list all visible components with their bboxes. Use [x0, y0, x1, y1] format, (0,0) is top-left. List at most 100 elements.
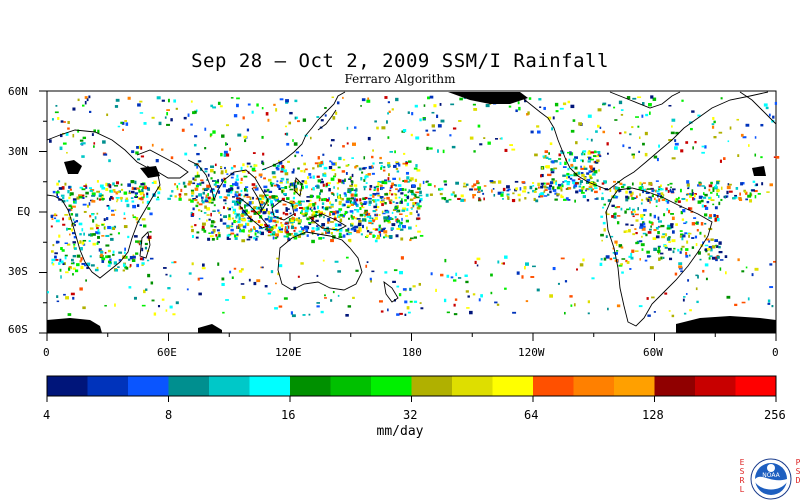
- rain-pixel: [293, 230, 296, 232]
- rain-pixel: [372, 228, 376, 230]
- rain-pixel: [685, 293, 688, 295]
- rain-pixel: [474, 260, 477, 265]
- rain-pixel: [221, 134, 225, 138]
- rain-pixel: [141, 218, 146, 221]
- rain-pixel: [165, 273, 168, 276]
- rain-pixel: [512, 311, 517, 314]
- rain-pixel: [49, 139, 52, 143]
- rain-pixel: [234, 212, 237, 215]
- rain-pixel: [662, 194, 665, 196]
- rain-pixel: [82, 142, 86, 145]
- rain-pixel: [389, 218, 394, 220]
- rain-pixel: [399, 187, 404, 192]
- rain-pixel: [224, 166, 226, 170]
- rain-pixel: [301, 200, 305, 203]
- rain-pixel: [554, 159, 558, 163]
- rain-pixel: [246, 238, 251, 241]
- rain-pixel: [415, 136, 420, 140]
- rain-pixel: [284, 185, 288, 190]
- rain-pixel: [196, 171, 199, 176]
- rain-pixel: [546, 193, 550, 196]
- rain-pixel: [364, 176, 367, 180]
- rain-pixel: [348, 233, 352, 235]
- rain-pixel: [686, 183, 690, 187]
- rain-pixel: [116, 198, 119, 201]
- rain-pixel: [648, 197, 653, 201]
- rain-pixel: [713, 186, 718, 190]
- rain-pixel: [230, 176, 234, 179]
- rain-pixel: [372, 219, 376, 222]
- rain-pixel: [695, 274, 699, 277]
- rain-pixel: [103, 218, 106, 222]
- rain-pixel: [194, 163, 198, 167]
- rain-pixel: [429, 193, 433, 196]
- rain-pixel: [657, 249, 661, 253]
- rain-pixel: [639, 193, 641, 197]
- rain-pixel: [338, 179, 342, 183]
- rain-pixel: [96, 266, 99, 269]
- rain-pixel: [246, 222, 250, 226]
- rain-pixel: [637, 96, 642, 99]
- rain-pixel: [370, 165, 374, 168]
- rain-pixel: [139, 242, 142, 245]
- rain-pixel: [409, 198, 414, 201]
- rain-pixel: [657, 225, 660, 228]
- rain-pixel: [388, 199, 393, 202]
- rain-pixel: [383, 236, 385, 239]
- rain-pixel: [571, 179, 576, 182]
- rain-pixel: [398, 225, 402, 229]
- rain-pixel: [191, 191, 195, 195]
- rain-pixel: [490, 273, 493, 277]
- rain-pixel: [668, 139, 673, 142]
- rain-pixel: [227, 217, 232, 221]
- rain-pixel: [334, 199, 338, 202]
- rain-pixel: [418, 205, 422, 208]
- rain-pixel: [389, 189, 392, 192]
- rain-pixel: [237, 226, 240, 229]
- rain-pixel: [283, 235, 287, 238]
- rain-pixel: [720, 186, 723, 190]
- rain-pixel: [312, 186, 315, 191]
- rain-pixel: [230, 97, 234, 99]
- rain-pixel: [278, 161, 283, 165]
- rain-pixel: [573, 173, 578, 177]
- rain-pixel: [273, 225, 277, 229]
- rain-pixel: [261, 266, 264, 269]
- rain-pixel: [400, 256, 404, 260]
- rain-pixel: [274, 307, 278, 310]
- rain-pixel: [493, 193, 496, 197]
- rain-pixel: [210, 201, 214, 204]
- rain-pixel: [146, 259, 150, 262]
- rain-pixel: [138, 189, 141, 192]
- rain-pixel: [337, 195, 341, 200]
- rain-pixel: [500, 193, 504, 197]
- rain-pixel: [255, 197, 259, 200]
- rain-pixel: [716, 192, 718, 196]
- rain-pixel: [670, 190, 675, 194]
- rain-pixel: [201, 199, 204, 203]
- rain-pixel: [745, 266, 748, 269]
- rain-pixel: [89, 255, 92, 258]
- rain-pixel: [196, 201, 200, 204]
- rain-pixel: [324, 114, 327, 117]
- rain-pixel: [196, 165, 199, 169]
- rain-pixel: [540, 192, 545, 196]
- rain-pixel: [565, 197, 569, 200]
- rain-pixel: [204, 200, 209, 203]
- rain-pixel: [418, 282, 421, 286]
- rain-pixel: [111, 213, 115, 216]
- rain-pixel: [745, 191, 748, 195]
- rain-pixel: [711, 123, 715, 126]
- rain-pixel: [295, 202, 299, 205]
- rain-pixel: [101, 260, 105, 263]
- rain-pixel: [78, 241, 81, 244]
- rain-pixel: [573, 184, 578, 188]
- rain-pixel: [431, 111, 435, 114]
- rain-pixel: [149, 212, 153, 216]
- rain-pixel: [664, 233, 668, 237]
- rain-pixel: [139, 112, 144, 114]
- rain-pixel: [282, 211, 285, 215]
- rain-pixel: [314, 162, 319, 165]
- rain-pixel: [642, 182, 646, 184]
- rain-pixel: [390, 193, 394, 196]
